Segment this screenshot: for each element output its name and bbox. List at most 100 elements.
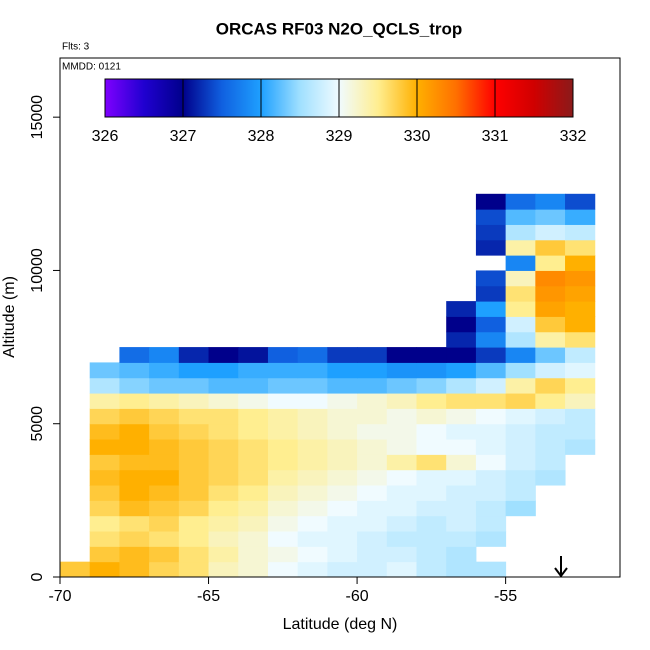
heat-cell bbox=[535, 377, 566, 394]
heat-cell bbox=[297, 546, 328, 563]
heat-cell bbox=[446, 546, 477, 563]
heat-cell bbox=[297, 377, 328, 394]
heat-cell bbox=[357, 454, 388, 471]
heat-cell bbox=[208, 500, 239, 517]
heat-cell bbox=[119, 347, 150, 363]
heat-cell bbox=[297, 500, 328, 517]
heat-cell bbox=[475, 224, 507, 241]
heat-cell bbox=[149, 469, 180, 486]
heat-cell bbox=[238, 408, 269, 425]
heat-cell bbox=[505, 408, 536, 425]
heat-cell bbox=[475, 377, 507, 394]
heat-cell bbox=[297, 408, 328, 425]
heat-cell bbox=[297, 454, 328, 471]
heat-cell bbox=[178, 500, 210, 517]
heat-cell bbox=[535, 209, 566, 225]
colorbar-tick-label: 327 bbox=[170, 128, 197, 145]
heat-cell bbox=[505, 439, 536, 455]
heat-cell bbox=[238, 347, 269, 363]
colorbar-tick-label: 330 bbox=[404, 128, 431, 145]
heat-cell bbox=[178, 347, 210, 363]
heat-cell bbox=[119, 561, 150, 578]
heat-cell bbox=[357, 561, 388, 578]
heat-cell bbox=[327, 423, 358, 440]
heat-cell bbox=[475, 439, 507, 455]
heat-cell bbox=[505, 454, 536, 471]
heat-cell bbox=[565, 393, 596, 409]
heat-cell bbox=[178, 546, 210, 563]
heat-cell bbox=[149, 423, 180, 440]
heat-cell bbox=[475, 239, 507, 256]
heat-cell bbox=[267, 485, 299, 501]
heat-cell bbox=[89, 408, 120, 425]
heat-cell bbox=[386, 423, 417, 440]
heat-cell bbox=[297, 439, 328, 455]
heat-cell bbox=[416, 408, 447, 425]
heat-cell bbox=[505, 377, 536, 394]
heat-cell bbox=[208, 515, 239, 532]
heat-cell bbox=[357, 408, 388, 425]
heat-cell bbox=[505, 193, 536, 210]
heat-cell bbox=[238, 454, 269, 471]
heat-cell bbox=[119, 393, 150, 409]
heat-cell bbox=[357, 423, 388, 440]
y-tick-label: 15000 bbox=[29, 95, 46, 140]
heat-cell bbox=[89, 362, 120, 379]
heat-cell bbox=[475, 408, 507, 425]
heat-cell bbox=[475, 531, 507, 547]
heat-cell bbox=[446, 331, 477, 348]
heat-cell bbox=[505, 224, 536, 241]
heat-cell bbox=[505, 423, 536, 440]
heat-cell bbox=[327, 561, 358, 578]
heat-cell bbox=[297, 561, 328, 578]
heat-cell bbox=[327, 531, 358, 547]
heat-cell bbox=[327, 500, 358, 517]
heat-cell bbox=[505, 485, 536, 501]
x-tick-label: -70 bbox=[48, 588, 71, 605]
heat-cell bbox=[208, 377, 239, 394]
heat-cell bbox=[475, 301, 507, 317]
heat-cell bbox=[535, 408, 566, 425]
heat-cell bbox=[357, 393, 388, 409]
heat-cell bbox=[178, 439, 210, 455]
heat-cell bbox=[416, 546, 447, 563]
heat-cell bbox=[565, 408, 596, 425]
heat-cell bbox=[386, 362, 417, 379]
heat-cell bbox=[505, 469, 536, 486]
heat-cell bbox=[535, 224, 566, 241]
heatmap bbox=[60, 193, 596, 578]
heat-cell bbox=[446, 316, 477, 333]
heat-cell bbox=[535, 270, 566, 287]
heat-cell bbox=[267, 362, 299, 379]
heat-cell bbox=[446, 377, 477, 394]
heat-cell bbox=[475, 561, 507, 578]
heat-cell bbox=[119, 408, 150, 425]
heat-cell bbox=[416, 377, 447, 394]
heat-cell bbox=[208, 347, 239, 363]
heat-cell bbox=[267, 393, 299, 409]
heat-cell bbox=[565, 270, 596, 287]
heat-cell bbox=[475, 285, 507, 302]
heat-cell bbox=[505, 209, 536, 225]
heat-cell bbox=[119, 377, 150, 394]
heat-cell bbox=[357, 347, 388, 363]
colorbar-tick-label: 331 bbox=[482, 128, 509, 145]
chart-title: ORCAS RF03 N2O_QCLS_trop bbox=[216, 19, 463, 38]
heat-cell bbox=[327, 454, 358, 471]
heat-cell bbox=[297, 423, 328, 440]
heat-cell bbox=[535, 347, 566, 363]
y-axis-label: Altitude (m) bbox=[1, 276, 18, 358]
heat-cell bbox=[565, 255, 596, 271]
heat-cell bbox=[89, 469, 120, 486]
heat-cell bbox=[178, 531, 210, 547]
heat-cell bbox=[416, 561, 447, 578]
heat-cell bbox=[327, 485, 358, 501]
heat-cell bbox=[267, 531, 299, 547]
heat-cell bbox=[386, 546, 417, 563]
heat-cell bbox=[149, 347, 180, 363]
heat-cell bbox=[238, 439, 269, 455]
heat-cell bbox=[535, 239, 566, 256]
heat-cell bbox=[565, 362, 596, 379]
heat-cell bbox=[475, 515, 507, 532]
heat-cell bbox=[416, 500, 447, 517]
